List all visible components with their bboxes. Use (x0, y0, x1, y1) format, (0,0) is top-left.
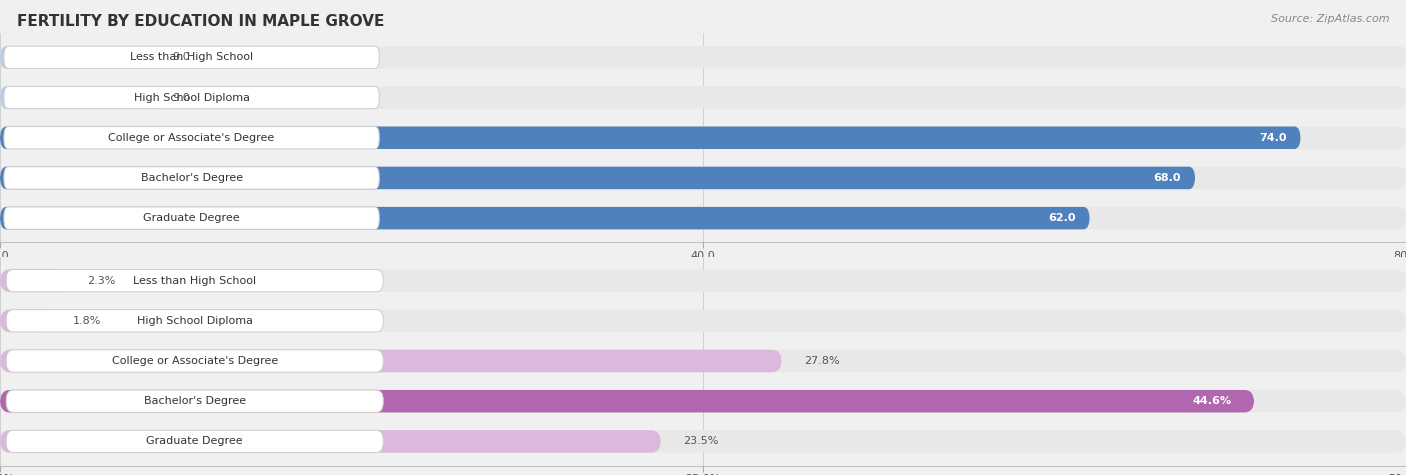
Text: 2.3%: 2.3% (87, 276, 115, 285)
FancyBboxPatch shape (0, 46, 1406, 68)
Text: 74.0: 74.0 (1258, 133, 1286, 143)
Text: Graduate Degree: Graduate Degree (146, 437, 243, 446)
FancyBboxPatch shape (4, 167, 380, 189)
FancyBboxPatch shape (0, 269, 65, 292)
FancyBboxPatch shape (0, 310, 51, 332)
Text: College or Associate's Degree: College or Associate's Degree (111, 356, 278, 366)
Text: Less than High School: Less than High School (129, 52, 253, 62)
Text: 44.6%: 44.6% (1192, 396, 1232, 406)
FancyBboxPatch shape (0, 350, 1406, 372)
FancyBboxPatch shape (0, 430, 661, 453)
Text: 62.0: 62.0 (1047, 213, 1076, 223)
FancyBboxPatch shape (0, 390, 1254, 412)
Text: Bachelor's Degree: Bachelor's Degree (141, 173, 243, 183)
FancyBboxPatch shape (4, 46, 380, 68)
Text: Graduate Degree: Graduate Degree (143, 213, 240, 223)
Text: 1.8%: 1.8% (73, 316, 101, 326)
FancyBboxPatch shape (0, 390, 1406, 412)
FancyBboxPatch shape (0, 167, 1195, 189)
Text: High School Diploma: High School Diploma (134, 93, 250, 103)
FancyBboxPatch shape (0, 126, 1301, 149)
FancyBboxPatch shape (0, 86, 1406, 109)
FancyBboxPatch shape (6, 310, 384, 332)
Text: High School Diploma: High School Diploma (136, 316, 253, 326)
FancyBboxPatch shape (0, 207, 1406, 229)
FancyBboxPatch shape (4, 126, 380, 149)
Text: 27.8%: 27.8% (804, 356, 839, 366)
Text: 9.0: 9.0 (173, 52, 190, 62)
FancyBboxPatch shape (6, 390, 384, 412)
FancyBboxPatch shape (6, 430, 384, 453)
Text: Less than High School: Less than High School (134, 276, 256, 285)
Text: Bachelor's Degree: Bachelor's Degree (143, 396, 246, 406)
FancyBboxPatch shape (0, 126, 1406, 149)
Text: 23.5%: 23.5% (683, 437, 718, 446)
FancyBboxPatch shape (4, 86, 380, 109)
FancyBboxPatch shape (0, 310, 1406, 332)
FancyBboxPatch shape (4, 207, 380, 229)
FancyBboxPatch shape (0, 269, 1406, 292)
FancyBboxPatch shape (0, 430, 1406, 453)
FancyBboxPatch shape (0, 350, 782, 372)
Text: College or Associate's Degree: College or Associate's Degree (108, 133, 274, 143)
Text: Source: ZipAtlas.com: Source: ZipAtlas.com (1271, 14, 1389, 24)
FancyBboxPatch shape (0, 86, 159, 109)
Text: 68.0: 68.0 (1153, 173, 1181, 183)
Text: 9.0: 9.0 (173, 93, 190, 103)
FancyBboxPatch shape (6, 350, 384, 372)
FancyBboxPatch shape (0, 167, 1406, 189)
Text: FERTILITY BY EDUCATION IN MAPLE GROVE: FERTILITY BY EDUCATION IN MAPLE GROVE (17, 14, 384, 29)
FancyBboxPatch shape (6, 269, 384, 292)
FancyBboxPatch shape (0, 207, 1090, 229)
FancyBboxPatch shape (0, 46, 159, 68)
